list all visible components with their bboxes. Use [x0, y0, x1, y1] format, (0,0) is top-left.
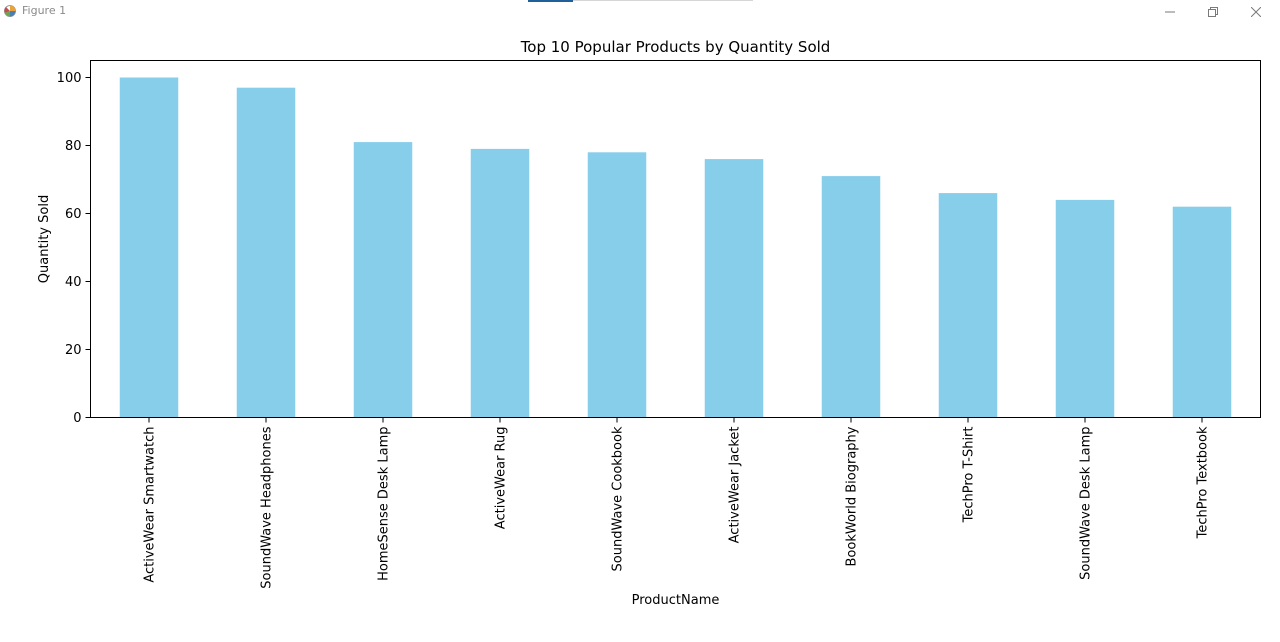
plot-frame — [90, 60, 1261, 418]
bar — [704, 159, 764, 418]
title-bar[interactable]: Figure 1 — [0, 0, 1280, 24]
x-tick-label: SoundWave Desk Lamp — [1079, 427, 1094, 580]
y-tick-label: 40 — [65, 275, 82, 290]
y-tick-label: 0 — [73, 411, 81, 426]
x-tick-label: ActiveWear Jacket — [728, 427, 743, 544]
y-tick-label: 20 — [65, 343, 82, 358]
restore-icon — [1208, 2, 1218, 21]
bar — [1055, 199, 1115, 418]
bar — [821, 176, 881, 418]
bar — [470, 148, 530, 418]
bar — [236, 87, 296, 418]
title-accent-bar — [528, 0, 573, 2]
title-accent-track — [573, 0, 753, 1]
bar — [1172, 206, 1232, 418]
x-ticks: ActiveWear Smartwatch SoundWave Headphone… — [143, 417, 1211, 589]
x-tick-label: BookWorld Biography — [845, 426, 860, 566]
restore-button[interactable] — [1193, 0, 1233, 22]
y-axis-label: Quantity Sold — [37, 195, 52, 283]
y-tick-label: 80 — [65, 139, 82, 154]
bar — [587, 152, 647, 418]
y-tick-label: 60 — [65, 207, 82, 222]
x-tick-label: TechPro T-Shirt — [962, 427, 977, 524]
minimize-icon — [1165, 2, 1175, 21]
bars — [119, 77, 1232, 418]
window-title: Figure 1 — [22, 4, 67, 17]
minimize-button[interactable] — [1150, 0, 1190, 22]
close-icon — [1250, 2, 1262, 21]
chart-title: Top 10 Popular Products by Quantity Sold — [520, 38, 831, 56]
x-tick-label: HomeSense Desk Lamp — [377, 427, 392, 581]
x-tick-label: ActiveWear Rug — [494, 427, 509, 530]
x-tick-label: SoundWave Cookbook — [611, 426, 626, 571]
x-tick-label: SoundWave Headphones — [260, 426, 275, 588]
bar — [938, 193, 998, 418]
y-ticks: 0 20 40 60 80 100 — [57, 71, 91, 426]
y-tick-label: 100 — [57, 71, 82, 86]
close-button[interactable] — [1236, 0, 1276, 22]
x-axis-label: ProductName — [632, 593, 720, 608]
x-tick-label: TechPro Textbook — [1196, 426, 1211, 539]
bar — [353, 142, 413, 418]
bar — [119, 77, 179, 418]
matplotlib-icon — [3, 3, 17, 17]
x-tick-label: ActiveWear Smartwatch — [143, 427, 158, 583]
